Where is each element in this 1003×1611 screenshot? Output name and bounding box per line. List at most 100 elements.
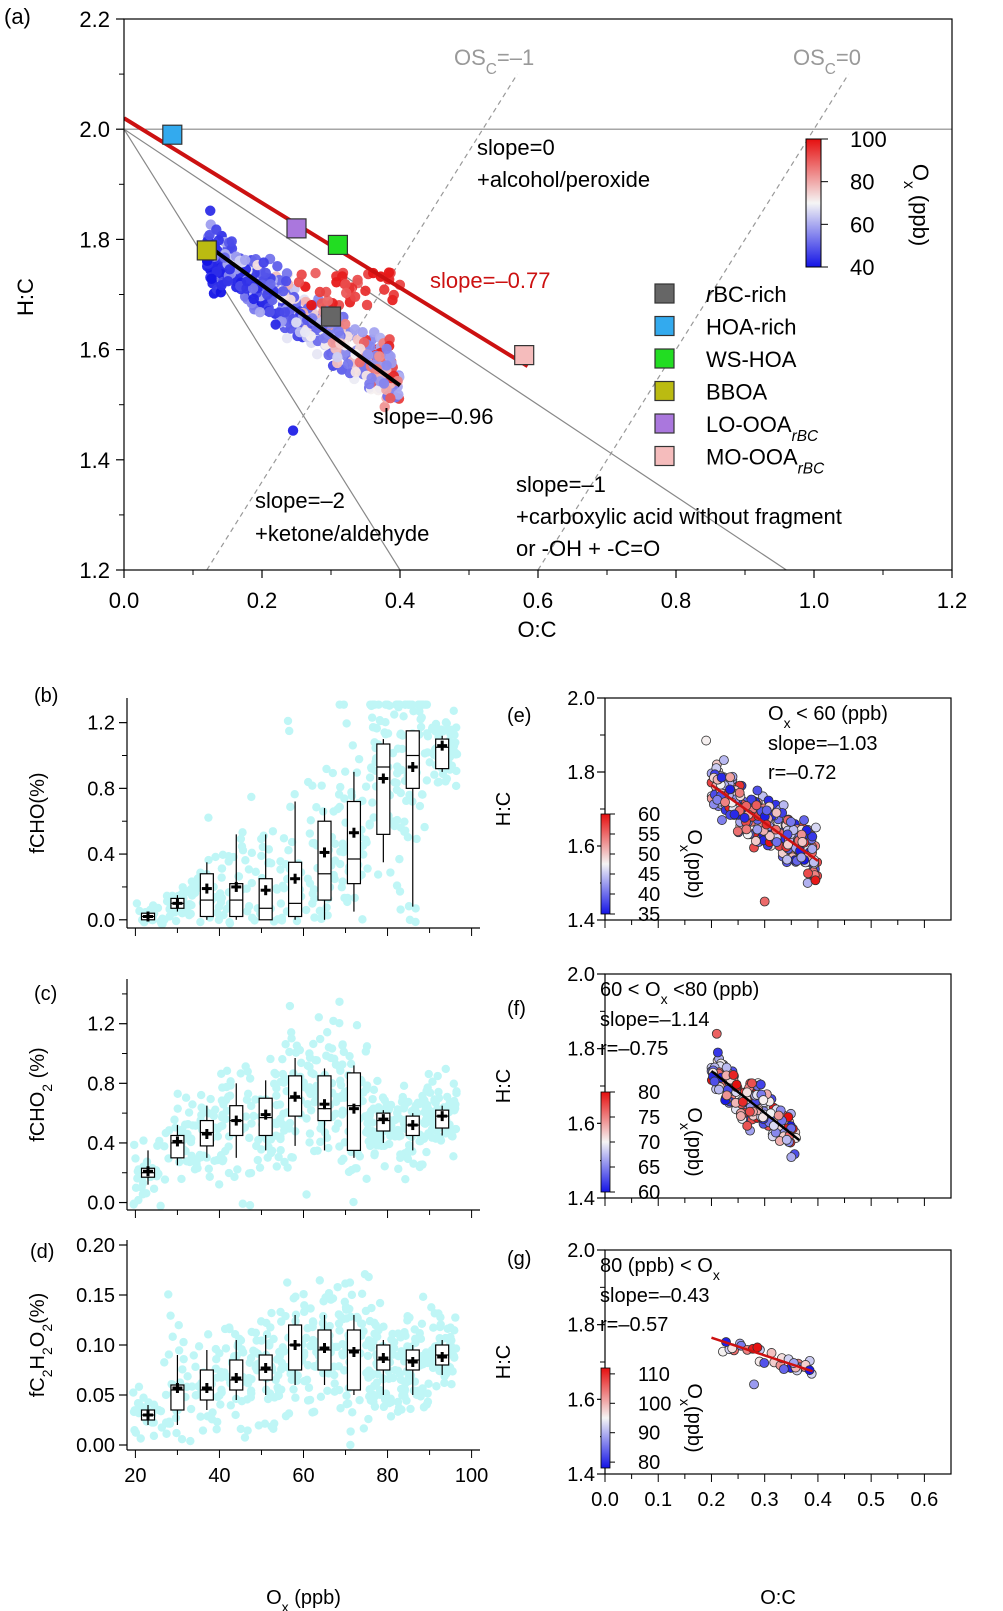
scatter-point [361,1047,371,1056]
scatter-point [160,1175,170,1184]
scatter-point [411,904,420,913]
scatter-point [365,819,374,828]
scatter-point [742,1087,752,1098]
osc-label-tail: =0 [836,45,861,70]
scatter-point [139,1393,148,1402]
scatter-point [337,1110,347,1119]
scatter-point [349,1197,358,1207]
scatter-point [306,299,317,311]
colorbar-label: Ox (ppb) [901,164,934,246]
scatter-point [432,1126,441,1136]
scatter-point [712,1047,723,1058]
scatter-point [422,1147,431,1157]
scatter-point [287,425,299,436]
scatter-point [350,367,361,378]
scatter-point [385,351,396,362]
scatter-point [434,1309,443,1318]
y-tick-label: 0.00 [76,1435,115,1457]
fit-label-red: slope=–0.77 [430,268,551,293]
scatter-point [326,1053,335,1063]
scatter-point [441,777,450,786]
scatter-point [719,755,729,766]
scatter-point [245,1133,254,1143]
scatter-point [442,1092,452,1102]
scatter-point [323,1386,332,1395]
scatter-point [305,1049,314,1058]
scatter-point [237,1397,247,1406]
scatter-point [293,277,305,288]
scatter-point [335,1326,344,1335]
scatter-point [368,798,377,807]
scatter-point [424,1069,433,1079]
scatter-point [364,1414,373,1424]
scatter-point [725,784,735,795]
scatter-point [385,393,396,404]
scatter-point [335,997,344,1006]
scatter-point [241,1062,250,1071]
panel-g-colorbar [600,1367,611,1469]
scatter-point [364,1110,373,1120]
scatter-point [386,1412,396,1421]
scatter-point [160,1358,169,1367]
scatter-point [434,1087,443,1097]
y-tick-label: 1.2 [79,558,110,583]
scatter-point [166,1311,175,1320]
scatter-point [747,1078,757,1089]
scatter-point [174,1346,184,1355]
scatter-point [171,1413,181,1423]
scatter-point [427,1107,437,1117]
scatter-point [276,1146,285,1155]
colorbar-label-main: O [683,1383,705,1399]
scatter-point [392,815,402,825]
y-tick-label: 0.10 [76,1335,115,1357]
legend-swatch [654,413,675,434]
annotation-slope-1: slope=–1 [516,472,606,497]
scatter-point [303,874,313,883]
scatter-point [214,1180,224,1189]
scatter-point [225,919,235,928]
scatter-point [241,856,250,865]
scatter-point [180,1120,190,1129]
y-tick-label: 1.8 [567,1315,595,1337]
x-axis-label-tail: (ppb) [289,1587,341,1609]
scatter-point [449,1079,459,1088]
scatter-point [193,1163,202,1173]
scatter-point [342,1391,351,1400]
factor-marker [162,124,183,145]
scatter-point [414,1100,424,1109]
scatter-point [238,846,248,855]
colorbar-tick-label: 40 [850,255,874,280]
osc-label-sub: C [825,61,836,78]
scatter-point [257,851,266,861]
scatter-point [279,884,289,893]
scatter-point [340,318,351,330]
scatter-point [299,326,311,338]
colorbar-label-sub: x [677,1399,693,1406]
scatter-point [349,291,361,303]
scatter-point [245,1201,255,1210]
scatter-point [786,1152,797,1163]
scatter-point [186,1404,196,1414]
scatter-point [205,1172,214,1181]
scatter-point [305,1129,315,1138]
scatter-point [236,1424,246,1434]
scatter-point [131,1154,140,1163]
scatter-point [218,1121,227,1130]
scatter-point [300,1307,309,1317]
scatter-point [285,1001,295,1011]
legend-label: MO-OOArBC [706,445,825,478]
panel-b-fcho: 0.0 0.4 0.8 1.2 fCHO(%) [27,698,480,936]
y-tick-label: 1.8 [567,1039,595,1061]
scatter-point [230,1329,240,1339]
scatter-point [172,1428,181,1438]
colorbar-tick-label: 45 [638,864,660,886]
scatter-point [379,1402,389,1412]
y-axis-label-part: H [27,1355,49,1369]
scatter-point [362,349,373,360]
scatter-point [210,1156,219,1166]
scatter-point [310,267,321,279]
scatter-point [259,831,268,840]
scatter-point [807,831,818,842]
